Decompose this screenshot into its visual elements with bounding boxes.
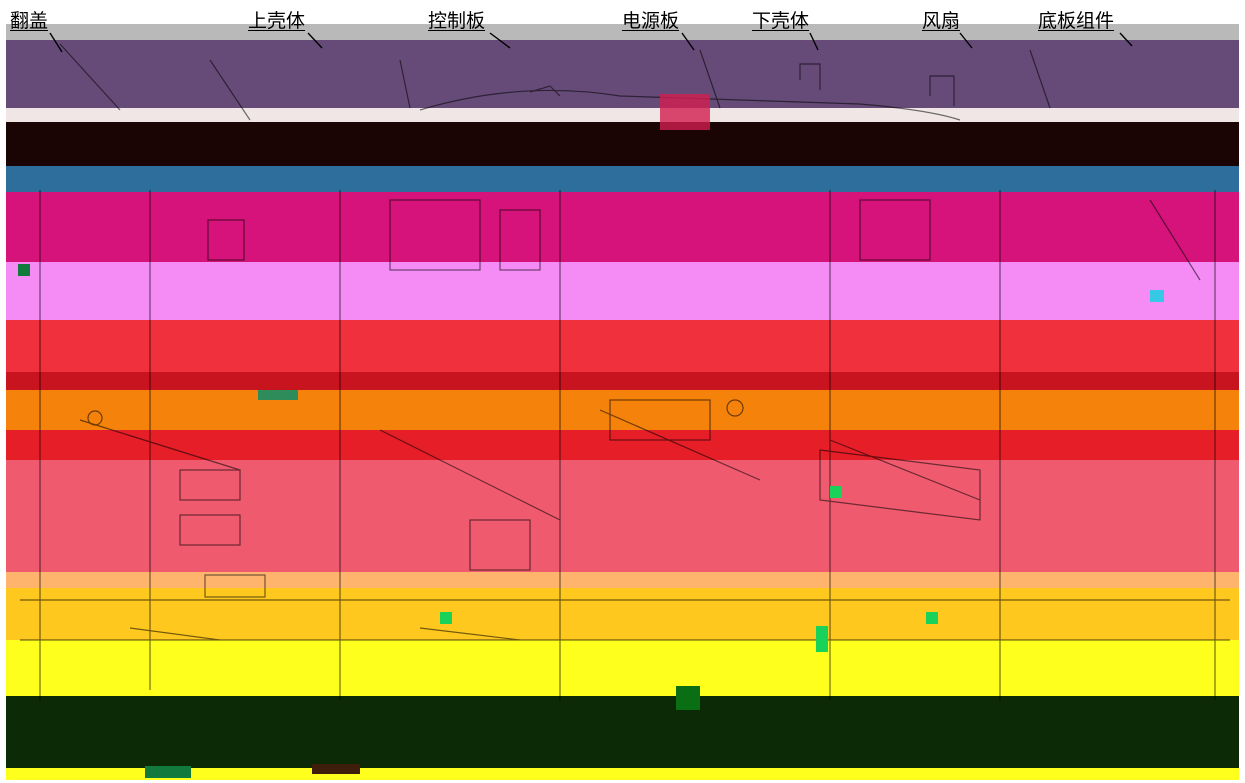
red-band [6, 320, 1239, 380]
leader-flip-cover [49, 32, 63, 53]
leader-upper-housing [307, 32, 323, 49]
darkred-strip [6, 372, 1239, 390]
leader-lines [49, 32, 1133, 53]
pink-band [6, 262, 1239, 320]
label-control-board: 控制板 [428, 10, 486, 32]
lid-band [6, 40, 1239, 110]
label-upper-housing: 上壳体 [248, 10, 306, 32]
coral-band [6, 460, 1239, 572]
gray-strip [6, 24, 1239, 40]
peach-strip [6, 572, 1239, 588]
blue-band [6, 166, 1239, 192]
part-labels: 翻盖 上壳体 控制板 电源板 下壳体 风扇 底板组件 [0, 0, 1245, 40]
green-band [6, 696, 1239, 768]
leader-fan [959, 32, 973, 49]
label-flip-cover: 翻盖 [10, 10, 49, 32]
leader-power-board [681, 32, 695, 51]
label-base-assembly: 底板组件 [1038, 10, 1115, 32]
leader-control-board [489, 32, 511, 49]
leader-base-assembly [1119, 32, 1133, 47]
light-strip [6, 108, 1239, 122]
dark-band [6, 122, 1239, 166]
label-fan: 风扇 [922, 10, 961, 32]
red-band-2 [6, 430, 1239, 460]
label-lower-housing: 下壳体 [752, 10, 810, 32]
magenta-band [6, 192, 1239, 262]
leader-lower-housing [809, 32, 819, 51]
label-power-board: 电源板 [622, 10, 680, 32]
yellow-band [6, 640, 1239, 696]
orange-band [6, 390, 1239, 430]
